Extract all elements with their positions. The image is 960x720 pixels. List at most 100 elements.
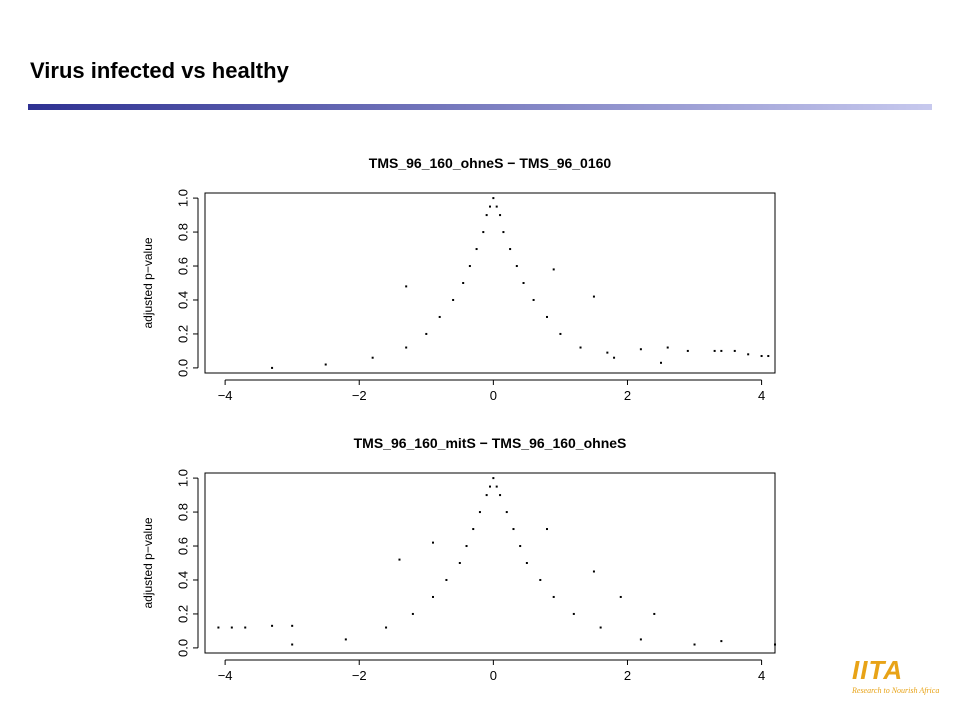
data-point (465, 545, 468, 548)
data-point (405, 346, 408, 349)
data-point (462, 282, 465, 284)
y-tick-label: 0.6 (175, 537, 190, 555)
data-points (271, 197, 770, 369)
data-point (599, 626, 602, 629)
data-point (405, 285, 408, 288)
x-tick-label: 4 (758, 668, 765, 683)
data-point (733, 349, 736, 352)
data-point (774, 643, 776, 646)
data-point (579, 346, 582, 349)
data-point (425, 332, 428, 335)
y-axis-title: adjusted p−value (141, 237, 155, 328)
data-point (720, 349, 723, 352)
data-point (499, 214, 502, 217)
data-point (509, 248, 512, 251)
data-point (552, 268, 555, 271)
data-point (606, 351, 609, 354)
x-tick-label: 0 (490, 668, 497, 683)
data-point (519, 545, 522, 548)
volcano-plot-svg-1: TMS_96_160_ohneS − TMS_96_0160 −4 −2 0 2 4 0.0… (141, 155, 776, 403)
iita-logo-tagline: Research to Nourish Africa (852, 686, 940, 695)
data-point (478, 511, 481, 514)
data-point (495, 485, 498, 488)
y-tick-label: 0.6 (175, 257, 190, 275)
data-point (552, 595, 555, 598)
data-point (458, 562, 461, 564)
data-point (385, 626, 388, 629)
data-point (472, 528, 475, 531)
y-tick-label: 0.4 (175, 291, 190, 309)
x-tick-label: −2 (352, 388, 367, 403)
y-tick-label: 0.0 (175, 639, 190, 657)
data-point (522, 282, 525, 284)
data-point (291, 624, 294, 627)
data-point (666, 346, 669, 349)
y-tick-label: 0.2 (175, 325, 190, 343)
y-tick-label: 1.0 (175, 469, 190, 487)
data-point (512, 528, 515, 531)
data-point (452, 298, 455, 301)
data-point (411, 612, 414, 615)
data-points (217, 477, 776, 646)
data-point (653, 612, 656, 615)
data-point (432, 541, 434, 544)
data-point (592, 570, 595, 573)
data-point (539, 578, 542, 581)
data-point (619, 595, 622, 598)
volcano-plot-mitS-vs-ohneS: TMS_96_160_mitS − TMS_96_160_ohneS −4 −2 0 2… (130, 428, 790, 683)
data-point (760, 355, 763, 358)
data-point (546, 528, 548, 531)
iita-logo: IITA Research to Nourish Africa (852, 656, 942, 710)
data-point (559, 332, 562, 335)
data-point (324, 363, 327, 366)
data-point (485, 494, 488, 497)
data-point (767, 355, 770, 358)
data-point (492, 197, 495, 200)
x-tick-label: 0 (490, 388, 497, 403)
iita-logo-mark: IITA (852, 655, 904, 685)
data-point (489, 485, 491, 488)
data-point (747, 353, 750, 356)
data-point (475, 248, 478, 251)
slide-title: Virus infected vs healthy (30, 58, 289, 83)
data-point (502, 231, 505, 234)
data-point (572, 612, 575, 615)
data-point (271, 366, 274, 369)
data-point (639, 638, 642, 641)
data-point (468, 265, 471, 268)
y-tick-label: 0.4 (175, 571, 190, 589)
x-tick-label: −4 (218, 388, 233, 403)
data-point (505, 511, 508, 514)
title-underline-rule (28, 104, 932, 110)
data-point (230, 626, 233, 629)
y-tick-label: 0.2 (175, 605, 190, 623)
y-tick-label: 1.0 (175, 189, 190, 207)
data-point (515, 265, 518, 268)
x-tick-label: −2 (352, 668, 367, 683)
data-point (499, 494, 502, 497)
data-point (492, 477, 495, 480)
x-tick-label: 2 (624, 388, 631, 403)
y-tick-label: 0.8 (175, 223, 190, 241)
data-point (398, 558, 401, 561)
data-point (489, 205, 491, 208)
plot-frame (204, 192, 776, 374)
y-tick-label: 0.0 (175, 359, 190, 377)
x-tick-label: 2 (624, 668, 631, 683)
data-point (438, 315, 441, 318)
data-point (217, 626, 220, 629)
data-point (291, 643, 294, 646)
x-tick-label: 4 (758, 388, 765, 403)
data-point (445, 578, 448, 581)
y-tick-label: 0.8 (175, 503, 190, 521)
data-point (713, 349, 716, 352)
data-point (482, 231, 485, 234)
data-point (660, 361, 662, 364)
volcano-plot-ohneS-vs-0160: TMS_96_160_ohneS − TMS_96_0160 −4 −2 0 2 4 0.0… (130, 148, 790, 403)
data-point (693, 643, 696, 646)
data-point (546, 315, 548, 318)
data-point (686, 349, 689, 352)
data-point (525, 562, 528, 564)
data-point (532, 298, 535, 301)
data-point (371, 356, 374, 359)
